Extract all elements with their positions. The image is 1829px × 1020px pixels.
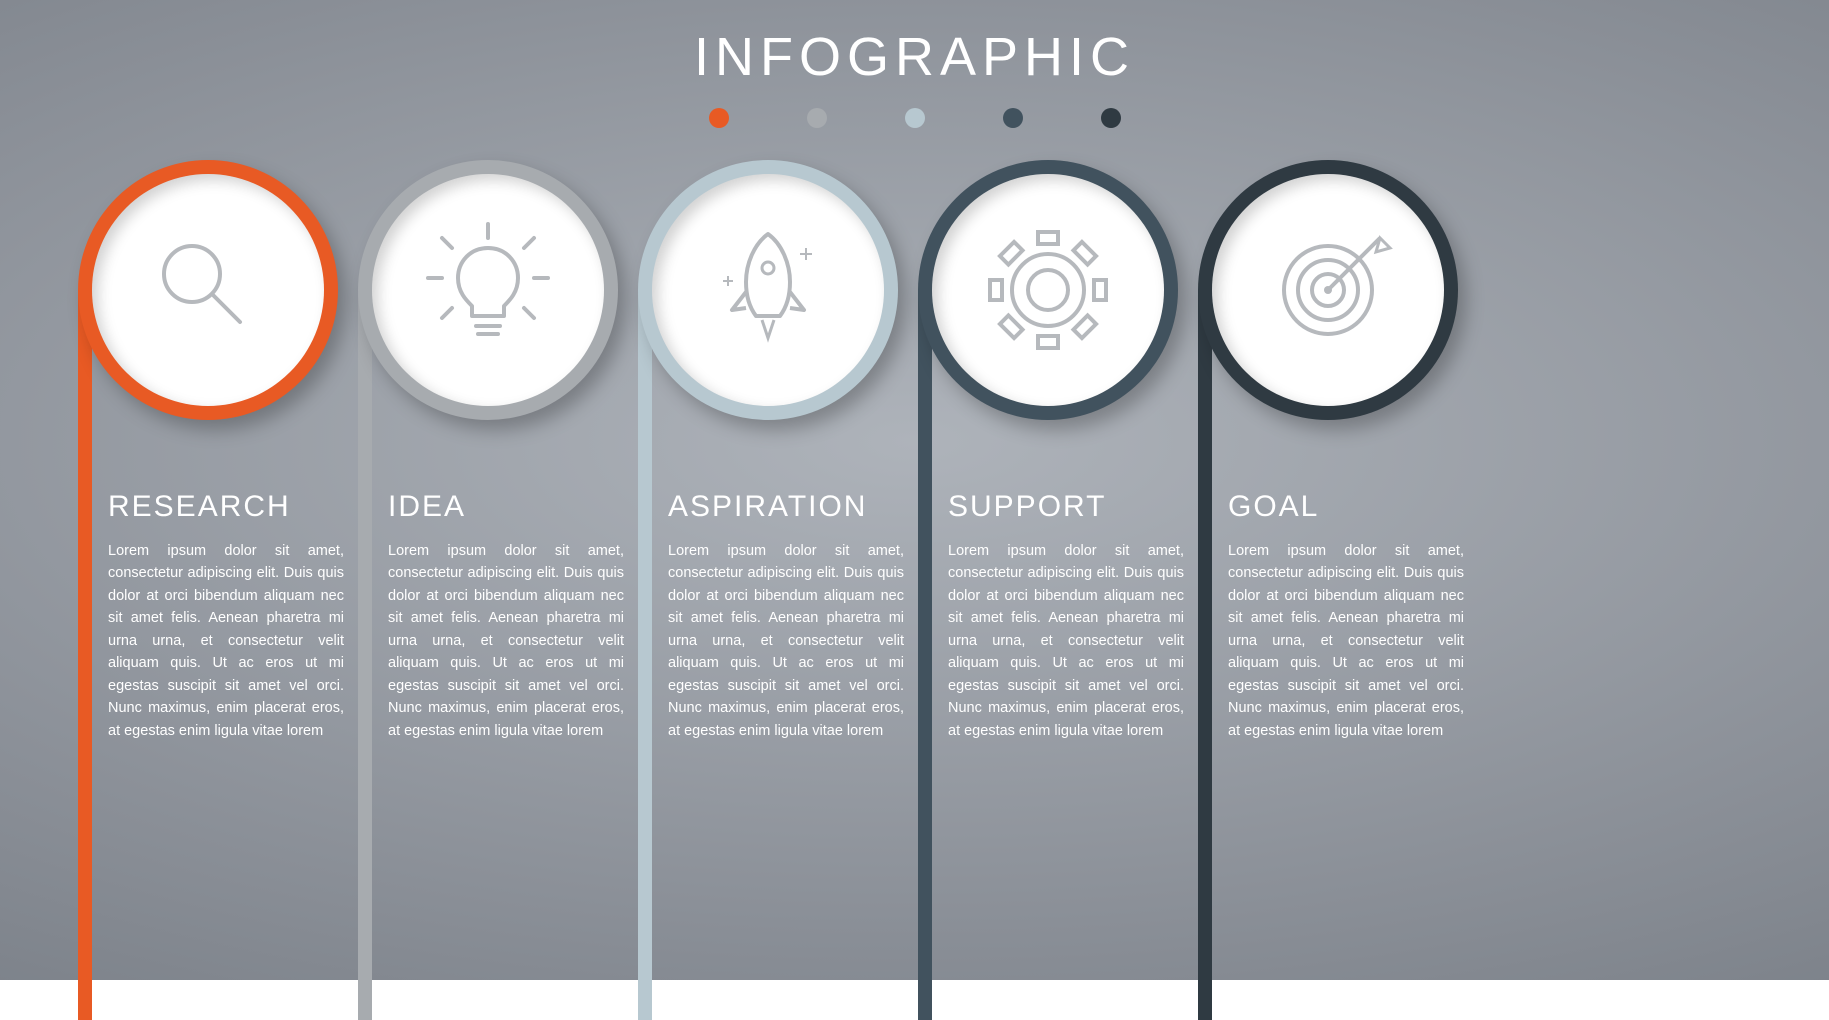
search-icon — [78, 160, 338, 420]
lightbulb-icon — [358, 160, 618, 420]
step-support: SUPPORT Lorem ipsum dolor sit amet, conse… — [918, 160, 1198, 980]
step-research: RESEARCH Lorem ipsum dolor sit amet, cons… — [78, 160, 358, 980]
step-idea: IDEA Lorem ipsum dolor sit amet, consecte… — [358, 160, 638, 980]
step-label: IDEA — [388, 490, 466, 524]
step-body: Lorem ipsum dolor sit amet, consectetur … — [1228, 540, 1464, 742]
step-aspiration: ASPIRATION Lorem ipsum dolor sit amet, co… — [638, 160, 918, 980]
step-label: RESEARCH — [108, 490, 291, 524]
steps-stage: RESEARCH Lorem ipsum dolor sit amet, cons… — [0, 0, 1829, 980]
gear-icon — [918, 160, 1178, 420]
step-body: Lorem ipsum dolor sit amet, consectetur … — [668, 540, 904, 742]
step-label: GOAL — [1228, 490, 1319, 524]
target-icon — [1198, 160, 1458, 420]
step-label: ASPIRATION — [668, 490, 867, 524]
step-label: SUPPORT — [948, 490, 1106, 524]
step-body: Lorem ipsum dolor sit amet, consectetur … — [948, 540, 1184, 742]
step-goal: GOAL Lorem ipsum dolor sit amet, consecte… — [1198, 160, 1478, 980]
step-body: Lorem ipsum dolor sit amet, consectetur … — [108, 540, 344, 742]
step-body: Lorem ipsum dolor sit amet, consectetur … — [388, 540, 624, 742]
rocket-icon — [638, 160, 898, 420]
